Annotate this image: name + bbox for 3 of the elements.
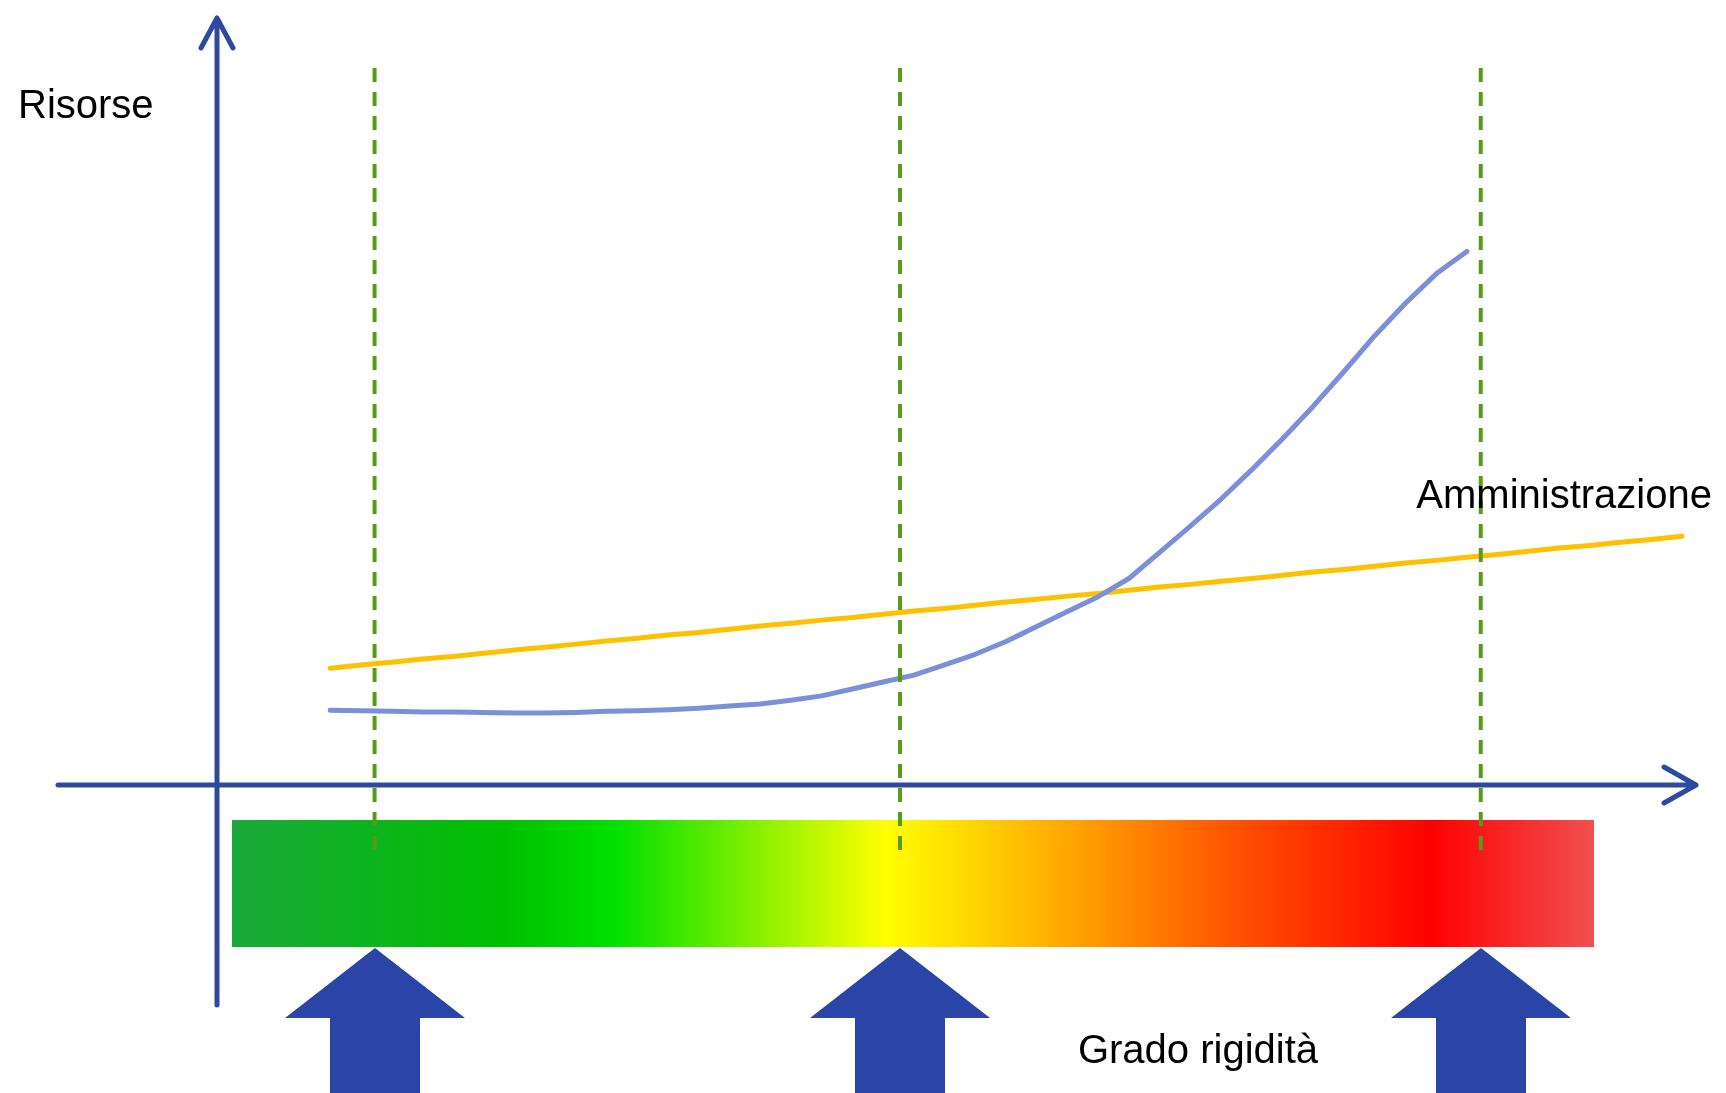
text: Grado rigidità bbox=[1077, 1027, 1319, 1071]
text: Risorse bbox=[18, 82, 154, 126]
series-label: Amministrazione bbox=[1416, 472, 1712, 517]
